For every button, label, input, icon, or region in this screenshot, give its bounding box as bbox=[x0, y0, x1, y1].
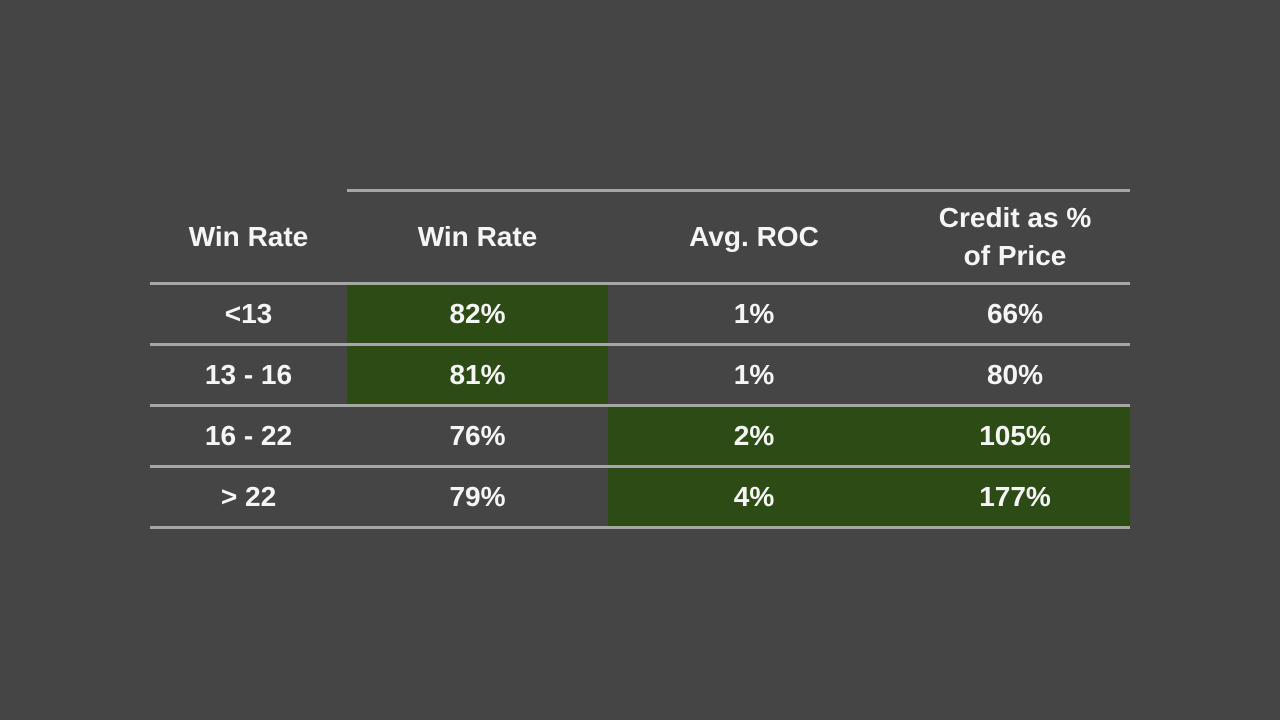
row-label-cell: 16 - 22 bbox=[204, 419, 293, 451]
table-row: 13 - 16 81% 1% 80% bbox=[150, 346, 1130, 407]
row-label-cell: 13 - 16 bbox=[204, 358, 293, 390]
avg-roc-cell: 1% bbox=[733, 297, 775, 329]
header-cell-win-rate: Win Rate bbox=[417, 221, 538, 253]
table-row: <13 82% 1% 66% bbox=[150, 285, 1130, 346]
header-cell-credit-pct: Credit as % of Price bbox=[938, 202, 1092, 271]
header-cell-avg-roc: Avg. ROC bbox=[689, 221, 819, 253]
row-label-cell: <13 bbox=[224, 297, 273, 329]
avg-roc-cell: 4% bbox=[608, 468, 900, 526]
win-rate-cell: 79% bbox=[449, 480, 506, 512]
win-rate-cell: 76% bbox=[449, 419, 506, 451]
win-rate-cell: 82% bbox=[347, 285, 608, 343]
row-label-cell: > 22 bbox=[220, 480, 277, 512]
win-rate-stats-table: Win Rate Win Rate Avg. ROC Credit as % o… bbox=[150, 189, 1130, 529]
credit-pct-cell: 66% bbox=[986, 297, 1044, 329]
avg-roc-cell: 2% bbox=[608, 407, 900, 465]
header-top-border-line bbox=[347, 189, 1130, 192]
header-cell-row-label: Win Rate bbox=[188, 221, 309, 253]
credit-pct-cell: 105% bbox=[900, 407, 1130, 465]
table-row: 16 - 22 76% 2% 105% bbox=[150, 407, 1130, 468]
table-header-row: Win Rate Win Rate Avg. ROC Credit as % o… bbox=[150, 189, 1130, 285]
table-row: > 22 79% 4% 177% bbox=[150, 468, 1130, 529]
credit-pct-cell: 80% bbox=[986, 358, 1044, 390]
win-rate-cell: 81% bbox=[347, 346, 608, 404]
credit-pct-cell: 177% bbox=[900, 468, 1130, 526]
avg-roc-cell: 1% bbox=[733, 358, 775, 390]
